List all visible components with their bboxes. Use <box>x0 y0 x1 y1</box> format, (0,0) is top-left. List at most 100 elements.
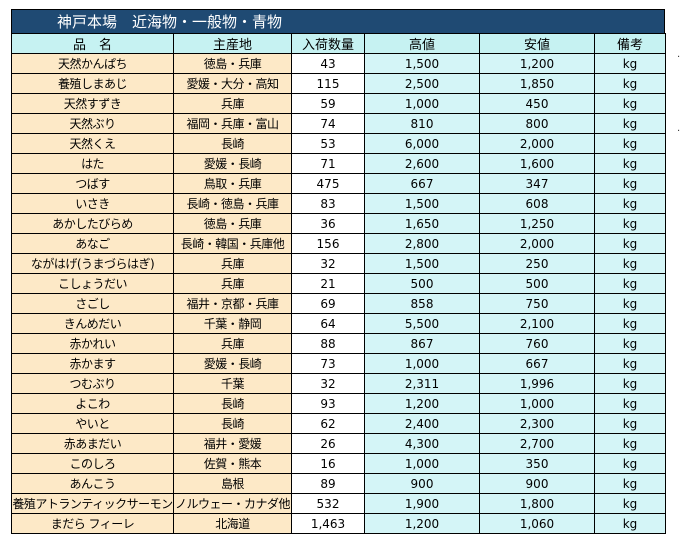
fish-name-cell: 天然すずき <box>11 93 174 114</box>
quantity-cell: 475 <box>291 173 365 194</box>
fish-name-cell: 天然ぶり <box>11 113 174 134</box>
high-price-cell: 867 <box>364 333 480 354</box>
high-price-cell: 667 <box>364 173 480 194</box>
unit-cell: kg <box>594 133 666 154</box>
fish-name-cell: 赤かれい <box>11 333 174 354</box>
low-price-cell: 1,200 <box>479 53 595 74</box>
price-table: 品 名 主産地 入荷数量 高値 安値 備考 天然かんぱち 徳島・兵庫 43 1,500… <box>11 33 666 534</box>
high-price-cell: 1,200 <box>364 513 480 534</box>
quantity-cell: 32 <box>291 373 365 394</box>
table-row: あかしたびらめ 徳島・兵庫 36 1,650 1,250 kg <box>11 213 666 234</box>
fish-name-cell: さごし <box>11 293 174 314</box>
high-price-cell: 858 <box>364 293 480 314</box>
high-price-cell: 1,500 <box>364 193 480 214</box>
table-row: あんこう 島根 89 900 900 kg <box>11 473 666 494</box>
high-price-cell: 5,500 <box>364 313 480 334</box>
origin-cell: 兵庫 <box>173 253 292 274</box>
low-price-cell: 608 <box>479 193 595 214</box>
high-price-cell: 1,900 <box>364 493 480 514</box>
fish-name-cell: 養殖しまあじ <box>11 73 174 94</box>
low-price-cell: 2,100 <box>479 313 595 334</box>
high-price-cell: 1,500 <box>364 253 480 274</box>
unit-cell: kg <box>594 393 666 414</box>
quantity-cell: 532 <box>291 493 365 514</box>
unit-cell: kg <box>594 313 666 334</box>
table-row: まだら フィーレ 北海道 1,463 1,200 1,060 kg <box>11 513 666 534</box>
high-price-cell: 2,400 <box>364 413 480 434</box>
low-price-cell: 1,060 <box>479 513 595 534</box>
fish-name-cell: こしょうだい <box>11 273 174 294</box>
quantity-cell: 43 <box>291 53 365 74</box>
high-price-cell: 900 <box>364 473 480 494</box>
origin-cell: 兵庫 <box>173 273 292 294</box>
origin-cell: 福井・愛媛 <box>173 433 292 454</box>
origin-cell: 愛媛・長崎 <box>173 153 292 174</box>
origin-cell: 長崎 <box>173 393 292 414</box>
table-row: このしろ 佐賀・熊本 16 1,000 350 kg <box>11 453 666 474</box>
unit-cell: kg <box>594 253 666 274</box>
origin-cell: 愛媛・大分・高知 <box>173 73 292 94</box>
quantity-cell: 21 <box>291 273 365 294</box>
origin-cell: 徳島・兵庫 <box>173 53 292 74</box>
fish-name-cell: 天然くえ <box>11 133 174 154</box>
high-price-cell: 4,300 <box>364 433 480 454</box>
quantity-cell: 16 <box>291 453 365 474</box>
header-remarks: 備考 <box>594 33 666 54</box>
unit-cell: kg <box>594 53 666 74</box>
origin-cell: 福岡・兵庫・富山 <box>173 113 292 134</box>
low-price-cell: 1,850 <box>479 73 595 94</box>
quantity-cell: 53 <box>291 133 365 154</box>
unit-cell: kg <box>594 93 666 114</box>
fish-name-cell: このしろ <box>11 453 174 474</box>
fish-name-cell: はた <box>11 153 174 174</box>
fish-name-cell: つむぶり <box>11 373 174 394</box>
table-row: さごし 福井・京都・兵庫 69 858 750 kg <box>11 293 666 314</box>
low-price-cell: 500 <box>479 273 595 294</box>
quantity-cell: 88 <box>291 333 365 354</box>
fish-name-cell: まだら フィーレ <box>11 513 174 534</box>
fish-name-cell: きんめだい <box>11 313 174 334</box>
unit-cell: kg <box>594 433 666 454</box>
table-row: ながはげ(うまづらはぎ) 兵庫 32 1,500 250 kg <box>11 253 666 274</box>
high-price-cell: 2,600 <box>364 153 480 174</box>
fish-name-cell: あかしたびらめ <box>11 213 174 234</box>
header-origin: 主産地 <box>173 33 292 54</box>
quantity-cell: 1,463 <box>291 513 365 534</box>
quantity-cell: 156 <box>291 233 365 254</box>
fish-name-cell: よこわ <box>11 393 174 414</box>
unit-cell: kg <box>594 473 666 494</box>
quantity-cell: 32 <box>291 253 365 274</box>
quantity-cell: 62 <box>291 413 365 434</box>
header-quantity: 入荷数量 <box>291 33 365 54</box>
origin-cell: 長崎・韓国・兵庫他 <box>173 233 292 254</box>
origin-cell: 島根 <box>173 473 292 494</box>
quantity-cell: 69 <box>291 293 365 314</box>
fish-name-cell: あなご <box>11 233 174 254</box>
table-row: 天然すずき 兵庫 59 1,000 450 kg <box>11 93 666 114</box>
high-price-cell: 6,000 <box>364 133 480 154</box>
table-row: つばす 鳥取・兵庫 475 667 347 kg <box>11 173 666 194</box>
unit-cell: kg <box>594 193 666 214</box>
fish-name-cell: やいと <box>11 413 174 434</box>
high-price-cell: 1,000 <box>364 353 480 374</box>
origin-cell: 北海道 <box>173 513 292 534</box>
quantity-cell: 115 <box>291 73 365 94</box>
table-row: きんめだい 千葉・静岡 64 5,500 2,100 kg <box>11 313 666 334</box>
origin-cell: 長崎 <box>173 413 292 434</box>
high-price-cell: 1,000 <box>364 93 480 114</box>
high-price-cell: 1,200 <box>364 393 480 414</box>
table-row: あなご 長崎・韓国・兵庫他 156 2,800 2,000 kg <box>11 233 666 254</box>
quantity-cell: 64 <box>291 313 365 334</box>
origin-cell: 長崎・徳島・兵庫 <box>173 193 292 214</box>
fish-name-cell: 養殖アトランティックサーモン <box>11 493 174 514</box>
table-row: 赤あまだい 福井・愛媛 26 4,300 2,700 kg <box>11 433 666 454</box>
unit-cell: kg <box>594 173 666 194</box>
fish-name-cell: いさき <box>11 193 174 214</box>
unit-cell: kg <box>594 213 666 234</box>
unit-cell: kg <box>594 73 666 94</box>
table-row: つむぶり 千葉 32 2,311 1,996 kg <box>11 373 666 394</box>
origin-cell: 福井・京都・兵庫 <box>173 293 292 314</box>
side-mark: · <box>677 126 681 137</box>
fish-name-cell: 赤かます <box>11 353 174 374</box>
origin-cell: 兵庫 <box>173 93 292 114</box>
